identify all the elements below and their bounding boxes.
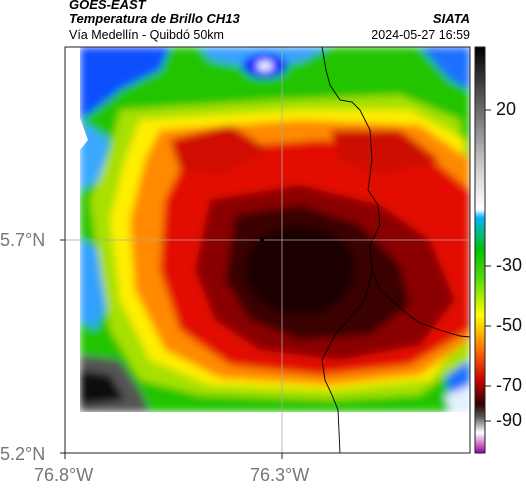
datetime-label: 2024-05-27 16:59: [371, 28, 470, 42]
lon-label-2: 76.3°W: [250, 465, 310, 485]
region-subtitle: Vía Medellín - Quibdó 50km: [69, 28, 224, 42]
brightness-temperature-field: [65, 47, 470, 453]
lat-label-2: 5.2°N: [0, 444, 46, 464]
lon-label-1: 76.8°W: [34, 465, 94, 485]
star-marker: ★: [257, 233, 267, 246]
river-line: [321, 269, 373, 454]
satellite-title: GOES-EAST: [69, 0, 146, 12]
colorbar-tick-3: -50: [496, 315, 523, 335]
colorbar-tick-4: -70: [496, 375, 523, 395]
colorbar-tick-5: -90: [496, 410, 523, 430]
lat-label-1: 5.7°N: [0, 230, 46, 250]
colorbar: [474, 46, 491, 454]
agency-label: SIATA: [432, 11, 470, 26]
product-title: Temperatura de Brillo CH13: [69, 11, 240, 26]
department-boundary: [321, 46, 471, 338]
colorbar-tick-2: -30: [496, 255, 523, 275]
colorbar-tick-1: 20: [496, 99, 517, 119]
